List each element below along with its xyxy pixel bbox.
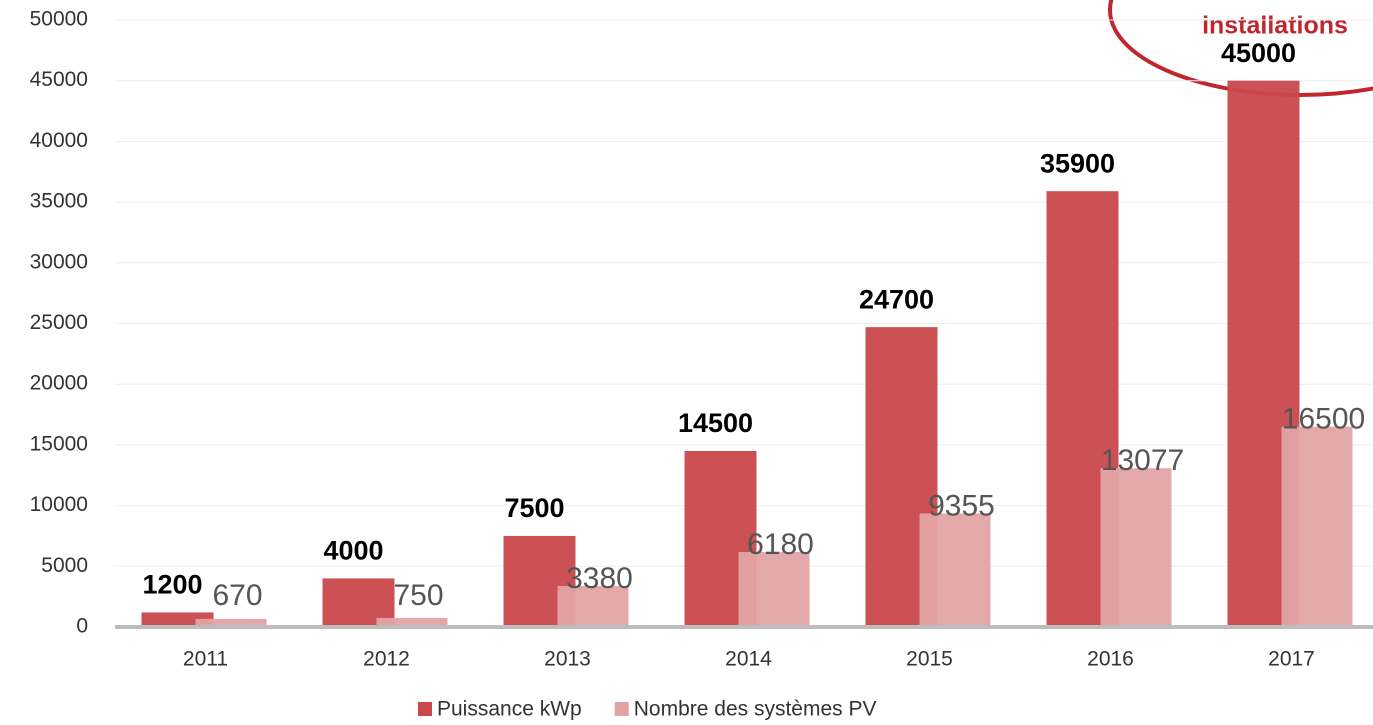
bar [919, 513, 991, 627]
data-label: 3380 [566, 562, 633, 595]
data-label: 1200 [142, 570, 202, 600]
y-tick-label: 10000 [30, 493, 88, 516]
y-tick-label: 45000 [30, 68, 88, 91]
data-label: 7500 [504, 493, 564, 523]
data-label: 670 [212, 579, 262, 612]
bar [376, 617, 448, 627]
x-tick-label: 2011 [183, 648, 228, 671]
y-tick-label: 20000 [30, 372, 88, 395]
legend-swatch [418, 702, 432, 716]
data-label: 9355 [928, 489, 995, 522]
data-label: 4000 [323, 536, 383, 566]
bar [1100, 468, 1172, 627]
x-tick-label: 2014 [725, 648, 772, 671]
y-tick-label: 25000 [30, 311, 88, 334]
legend-swatch [614, 702, 629, 716]
x-tick-label: 2012 [363, 648, 410, 671]
bar [195, 618, 267, 627]
data-label: 6180 [747, 528, 814, 561]
bar [557, 585, 629, 627]
y-tick-label: 40000 [30, 129, 88, 152]
x-tick-label: 2017 [1268, 648, 1315, 671]
y-tick-label: 0 [76, 615, 88, 638]
data-label: 45000 [1221, 38, 1296, 68]
legend-label: Nombre des systèmes PV [634, 698, 877, 721]
x-tick-label: 2013 [544, 648, 591, 671]
y-tick-label: 15000 [30, 432, 88, 455]
bar [738, 551, 810, 627]
x-tick-label: 2015 [906, 648, 953, 671]
data-label: 750 [393, 579, 443, 612]
data-label: 16500 [1282, 403, 1365, 436]
data-label: 14500 [678, 408, 753, 438]
data-label: 13077 [1101, 444, 1184, 477]
annotation: installations [1202, 12, 1348, 40]
y-tick-label: 50000 [30, 8, 88, 31]
annotation-ellipse [1108, 0, 1373, 97]
y-tick-label: 30000 [30, 250, 88, 273]
bar [1281, 426, 1353, 627]
x-tick-label: 2016 [1087, 648, 1134, 671]
y-tick-label: 35000 [30, 190, 88, 213]
y-tick-label: 5000 [41, 554, 88, 577]
data-label: 24700 [859, 284, 934, 314]
legend-label: Puissance kWp [437, 698, 582, 721]
data-label: 35900 [1040, 148, 1115, 178]
